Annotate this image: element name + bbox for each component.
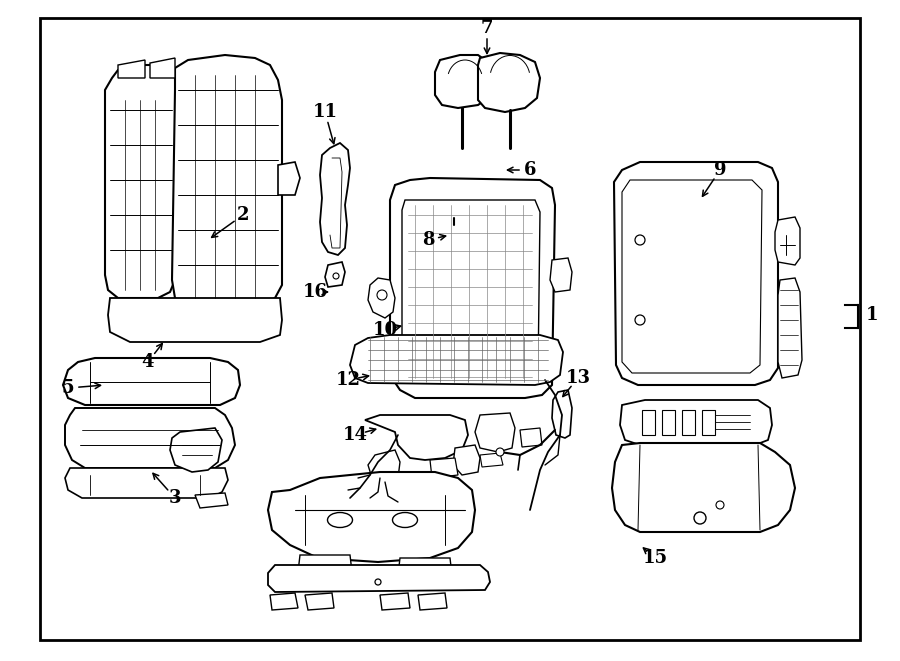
Polygon shape xyxy=(268,565,490,592)
Polygon shape xyxy=(350,335,563,385)
Polygon shape xyxy=(778,278,802,378)
Polygon shape xyxy=(552,390,572,438)
Polygon shape xyxy=(453,445,480,475)
Circle shape xyxy=(496,448,504,456)
Text: 10: 10 xyxy=(373,321,398,339)
Polygon shape xyxy=(105,65,178,298)
Polygon shape xyxy=(65,468,228,498)
Circle shape xyxy=(377,290,387,300)
Polygon shape xyxy=(270,593,298,610)
Circle shape xyxy=(694,512,706,524)
Circle shape xyxy=(333,273,339,279)
Text: 4: 4 xyxy=(142,353,154,371)
Circle shape xyxy=(635,235,645,245)
Text: 14: 14 xyxy=(343,426,367,444)
Polygon shape xyxy=(305,593,334,610)
Polygon shape xyxy=(612,443,795,532)
Circle shape xyxy=(635,315,645,325)
Polygon shape xyxy=(298,555,352,572)
Polygon shape xyxy=(118,60,145,78)
Text: 12: 12 xyxy=(336,371,361,389)
Polygon shape xyxy=(418,593,447,610)
Text: 9: 9 xyxy=(714,161,726,179)
Polygon shape xyxy=(430,458,458,478)
Polygon shape xyxy=(402,200,540,383)
Text: 7: 7 xyxy=(481,19,493,37)
Polygon shape xyxy=(642,410,655,435)
Polygon shape xyxy=(775,217,800,265)
Polygon shape xyxy=(278,162,300,195)
Text: 8: 8 xyxy=(422,231,434,249)
Polygon shape xyxy=(662,410,675,435)
Polygon shape xyxy=(170,428,222,472)
Polygon shape xyxy=(702,410,715,435)
Polygon shape xyxy=(195,493,228,508)
Polygon shape xyxy=(325,262,345,287)
Polygon shape xyxy=(620,400,772,445)
Polygon shape xyxy=(390,178,555,398)
Polygon shape xyxy=(172,55,282,308)
Polygon shape xyxy=(320,143,350,255)
Text: 13: 13 xyxy=(565,369,590,387)
Polygon shape xyxy=(63,358,240,405)
Circle shape xyxy=(716,501,724,509)
Text: 16: 16 xyxy=(302,283,328,301)
Polygon shape xyxy=(614,162,778,385)
Text: 11: 11 xyxy=(312,103,338,121)
Ellipse shape xyxy=(392,512,418,527)
Polygon shape xyxy=(150,58,175,78)
Polygon shape xyxy=(365,415,468,460)
Polygon shape xyxy=(65,408,235,468)
Polygon shape xyxy=(682,410,695,435)
Circle shape xyxy=(375,579,381,585)
Text: 2: 2 xyxy=(237,206,249,224)
Text: 5: 5 xyxy=(62,379,75,397)
Polygon shape xyxy=(478,53,540,112)
Polygon shape xyxy=(550,258,572,292)
Text: 6: 6 xyxy=(524,161,536,179)
Text: 3: 3 xyxy=(169,489,181,507)
Polygon shape xyxy=(380,593,410,610)
Text: 1: 1 xyxy=(866,306,878,324)
Polygon shape xyxy=(448,225,460,245)
Polygon shape xyxy=(268,472,475,562)
Polygon shape xyxy=(480,453,503,467)
Polygon shape xyxy=(435,55,490,108)
Polygon shape xyxy=(622,180,762,373)
Polygon shape xyxy=(108,298,282,342)
Polygon shape xyxy=(475,413,515,452)
Text: 15: 15 xyxy=(643,549,668,567)
Polygon shape xyxy=(368,278,395,318)
Polygon shape xyxy=(398,558,452,575)
Polygon shape xyxy=(368,450,400,482)
Polygon shape xyxy=(520,428,542,447)
Ellipse shape xyxy=(328,512,353,527)
